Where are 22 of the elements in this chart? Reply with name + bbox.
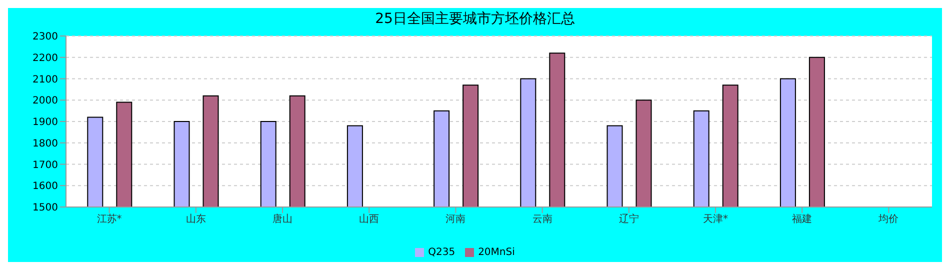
x-tick-label: 云南 <box>532 213 552 226</box>
y-tick-label: 2000 <box>32 96 58 107</box>
chart-title: 25日全国主要城市方坯价格汇总 <box>374 10 576 29</box>
y-tick-label: 1800 <box>32 138 58 150</box>
x-tick-label: 辽宁 <box>618 213 639 226</box>
x-tick-label: 山西 <box>359 213 380 226</box>
x-tick-label: 江苏* <box>96 213 122 226</box>
x-tick-label: 山东 <box>186 213 206 226</box>
x-tick-label: 河南 <box>446 213 466 226</box>
legend-label: Q235 <box>428 247 456 258</box>
x-tick-label: 均价 <box>878 213 899 226</box>
y-tick-label: 1700 <box>32 160 58 171</box>
y-tick-label: 2200 <box>32 52 58 64</box>
y-tick-label: 1600 <box>32 181 58 192</box>
x-tick-label: 天津* <box>703 213 728 226</box>
y-tick-label: 2300 <box>32 32 58 43</box>
x-tick-label: 唐山 <box>272 213 292 226</box>
legend-label: 20MnSi <box>478 247 515 258</box>
y-tick-label: 1500 <box>32 202 58 214</box>
y-tick-label: 2100 <box>32 74 58 86</box>
x-tick-label: 福建 <box>792 213 812 226</box>
y-tick-label: 1900 <box>32 117 58 128</box>
